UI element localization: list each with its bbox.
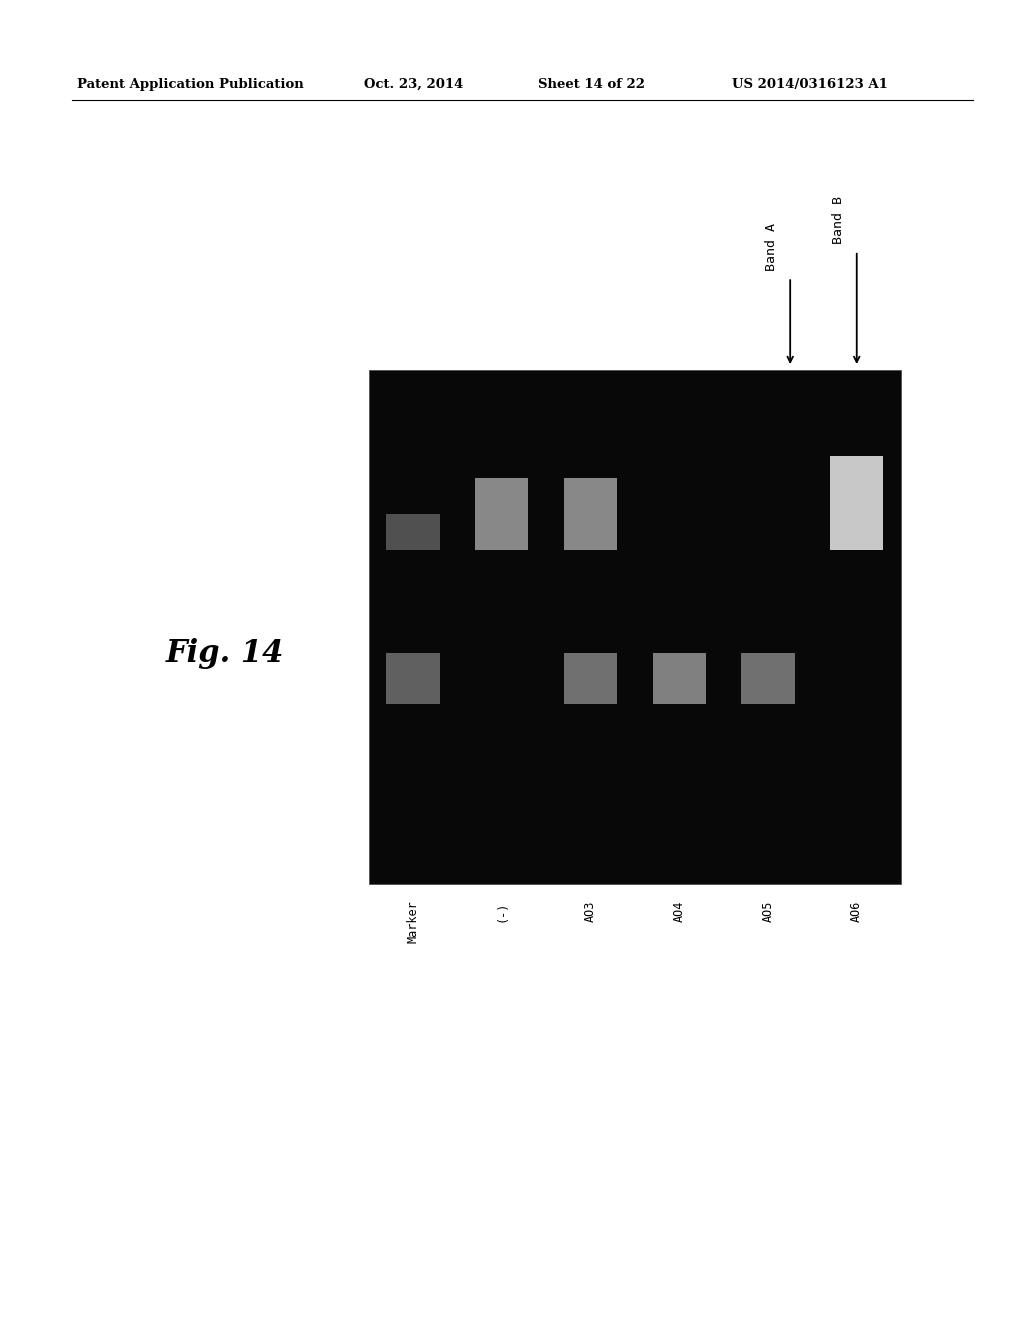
Text: Band A: Band A [765,223,778,271]
Bar [652,652,706,704]
Text: Marker: Marker [407,900,420,942]
Bar [564,478,617,549]
Text: Sheet 14 of 22: Sheet 14 of 22 [538,78,644,91]
Bar [386,652,439,704]
Bar [830,457,884,549]
Text: Patent Application Publication: Patent Application Publication [77,78,303,91]
Bar [386,513,439,549]
Text: AO5: AO5 [762,900,774,921]
Text: AO3: AO3 [584,900,597,921]
Text: US 2014/0316123 A1: US 2014/0316123 A1 [732,78,888,91]
Bar [475,478,528,549]
Bar [741,652,795,704]
Bar [369,370,901,884]
Text: Fig. 14: Fig. 14 [166,638,285,669]
Text: Oct. 23, 2014: Oct. 23, 2014 [364,78,463,91]
Text: AO6: AO6 [850,900,863,921]
Text: AO4: AO4 [673,900,686,921]
Text: (-): (-) [496,900,508,921]
Text: Band B: Band B [831,197,845,244]
Bar [564,652,617,704]
